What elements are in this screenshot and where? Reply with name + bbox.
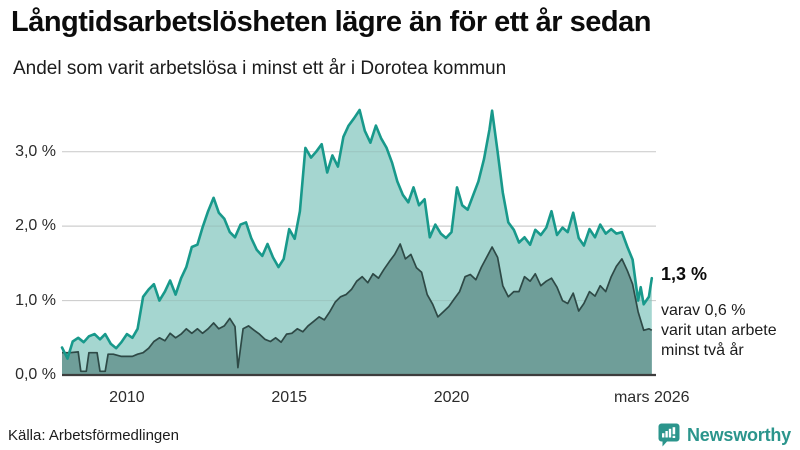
page-title: Långtidsarbetslösheten lägre än för ett … xyxy=(11,6,651,38)
newsworthy-icon xyxy=(658,423,680,447)
detail-line-2: varit utan arbete xyxy=(661,322,777,339)
y-tick-label: 3,0 % xyxy=(15,142,56,160)
line-two-year xyxy=(62,243,653,373)
y-tick-label: 0,0 % xyxy=(15,366,56,383)
source-credit: Källa: Arbetsförmedlingen xyxy=(8,427,179,444)
x-tick-label: 2010 xyxy=(109,389,145,406)
latest-value-detail: varav 0,6 % varit utan arbete minst två … xyxy=(661,301,777,361)
chart-subtitle: Andel som varit arbetslösa i minst ett å… xyxy=(13,58,507,79)
detail-line-3: minst två år xyxy=(661,342,744,359)
area-two-year xyxy=(62,244,652,375)
y-tick-label: 1,0 % xyxy=(15,291,56,309)
y-tick-label: 2,0 % xyxy=(15,217,56,235)
x-tick-label: mars 2026 xyxy=(613,389,690,406)
detail-line-1: varav 0,6 % xyxy=(661,302,746,319)
x-tick-label: 2020 xyxy=(433,389,470,406)
line-one-year xyxy=(60,108,654,360)
x-tick-label: 2015 xyxy=(271,389,307,406)
latest-value-label: 1,3 % xyxy=(661,264,708,284)
brand-name: Newsworthy xyxy=(686,425,791,445)
newsworthy-logo: Newsworthy xyxy=(658,423,791,448)
